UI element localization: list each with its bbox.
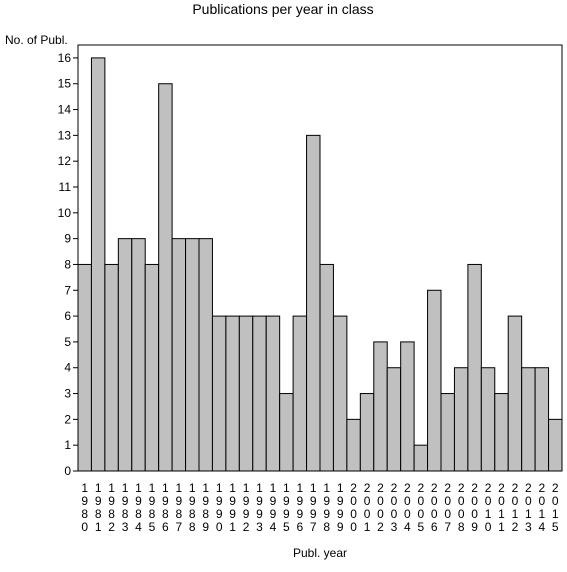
y-tick-label: 12 (58, 154, 72, 168)
bar-1997 (306, 134, 321, 472)
y-tick-label: 10 (58, 206, 72, 220)
bar-2009 (467, 263, 482, 472)
bar-1987 (171, 238, 187, 472)
y-tick-label: 15 (58, 77, 72, 91)
bar-1983 (117, 238, 133, 472)
y-tick-label: 14 (58, 103, 72, 117)
bar-2015 (548, 418, 563, 472)
bar-2000 (346, 418, 361, 472)
bar-2004 (400, 341, 415, 472)
bar-1995 (279, 393, 294, 472)
bar-2014 (534, 367, 550, 472)
bar-2001 (359, 393, 375, 472)
x-ticks-group: 1 9 8 0 1 9 8 1 1 9 8 2 1 9 8 3 1 9 8 4 1 9 8 5 1 9 8 6 1 9 8 7 1 9 8 8 1 9 8 9… (81, 481, 559, 534)
plot-frame (77, 44, 563, 472)
bar-1981 (90, 57, 106, 472)
bar-1990 (211, 315, 227, 472)
y-tick-label: 3 (64, 387, 71, 401)
y-tick-label: 7 (64, 283, 71, 297)
bar-1985 (144, 263, 160, 472)
y-tick-label: 9 (64, 232, 71, 246)
bar-2008 (453, 367, 469, 472)
bars-group (77, 57, 563, 472)
bar-1986 (158, 83, 173, 472)
y-tick-label: 0 (64, 464, 71, 478)
bar-1980 (77, 263, 92, 472)
bar-1989 (198, 238, 213, 472)
x-axis-label: Publ. year (293, 546, 347, 560)
bar-1992 (238, 315, 254, 472)
y-tick-label: 2 (64, 412, 71, 426)
y-tick-label: 1 (64, 438, 71, 452)
bar-2003 (386, 367, 402, 472)
y-tick-label: 13 (58, 128, 72, 142)
bar-2012 (507, 315, 523, 472)
bar-1984 (131, 238, 146, 472)
y-tick-label: 8 (64, 257, 71, 271)
bar-1988 (185, 238, 200, 472)
bar-2013 (521, 367, 536, 472)
bar-1999 (332, 315, 348, 472)
bar-1991 (225, 315, 240, 472)
bar-1994 (265, 315, 281, 472)
chart-title: Publications per year in class (192, 1, 373, 17)
y-tick-label: 16 (58, 51, 72, 65)
y-tick-label: 4 (64, 361, 71, 375)
bar-2010 (480, 367, 496, 472)
bar-1998 (319, 263, 334, 472)
y-tick-label: 5 (64, 335, 71, 349)
bar-1996 (292, 315, 308, 472)
y-tick-label: 11 (59, 180, 72, 194)
y-axis-label: No. of Publ. (5, 33, 68, 47)
bar-2005 (413, 444, 429, 472)
bar-2002 (373, 341, 388, 472)
bar-2007 (440, 393, 455, 472)
bar-1993 (252, 315, 267, 472)
bar-2011 (494, 393, 509, 472)
bar-2006 (427, 289, 442, 472)
y-tick-label: 6 (64, 309, 71, 323)
bar-1982 (104, 263, 119, 472)
